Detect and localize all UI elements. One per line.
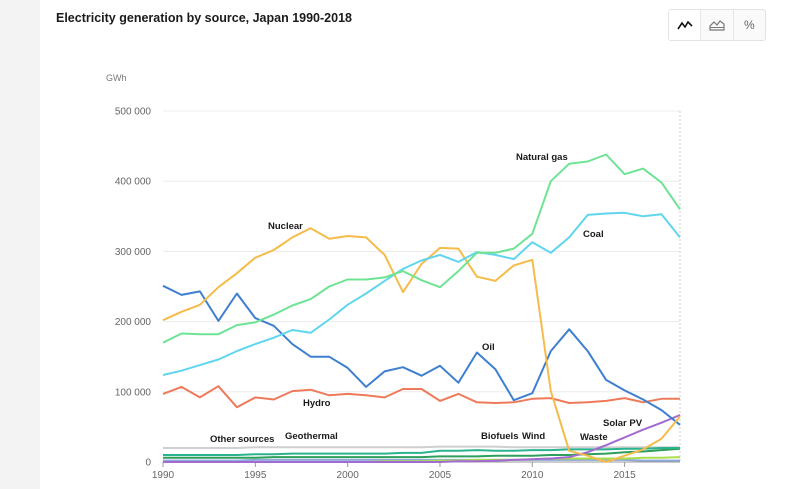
y-axis-ticks: 0 100 000 200 000 300 000 400 000 500 000 xyxy=(115,107,152,469)
series-line-biofuels xyxy=(163,447,681,459)
y-tick-label: 0 xyxy=(145,458,151,469)
percent-toggle[interactable]: % xyxy=(734,10,765,40)
series-line-nuclear xyxy=(162,227,681,463)
series-label-natural-gas: Natural gas xyxy=(516,152,568,163)
x-tick-label: 1990 xyxy=(152,470,175,481)
series-line-hydro xyxy=(162,385,680,409)
series-label-coal: Coal xyxy=(583,229,604,240)
area-chart-toggle[interactable] xyxy=(701,10,734,40)
line-chart-icon xyxy=(676,20,693,30)
series-line-natural-gas xyxy=(162,153,681,344)
percent-icon: % xyxy=(743,18,755,32)
y-tick-label: 300 000 xyxy=(115,247,152,258)
y-tick-label: 400 000 xyxy=(115,177,152,188)
series-label-oil: Oil xyxy=(482,342,495,353)
series-label-solar-pv: Solar PV xyxy=(603,418,643,429)
y-tick-label: 100 000 xyxy=(115,387,152,398)
series-line-oil xyxy=(162,284,681,426)
series-label-nuclear: Nuclear xyxy=(268,221,303,232)
y-tick-label: 500 000 xyxy=(115,107,152,118)
y-axis-unit: GWh xyxy=(106,73,127,83)
chart-title: Electricity generation by source, Japan … xyxy=(56,11,352,25)
x-tick-label: 1995 xyxy=(244,470,267,481)
x-axis-ticks: 1990 1995 2000 2005 2010 2015 xyxy=(152,462,636,481)
x-tick-label: 2010 xyxy=(521,470,544,481)
x-tick-label: 2005 xyxy=(429,470,452,481)
area-chart-icon xyxy=(709,20,725,31)
x-tick-label: 2015 xyxy=(613,470,636,481)
series-label-waste: Waste xyxy=(580,432,608,443)
view-toggle-group: % xyxy=(668,9,766,41)
y-tick-label: 200 000 xyxy=(115,317,152,328)
x-tick-label: 2000 xyxy=(337,470,360,481)
series-label-hydro: Hydro xyxy=(303,398,331,409)
series-label-wind: Wind xyxy=(522,431,545,442)
series-line-coal xyxy=(162,211,681,376)
gridlines xyxy=(163,110,681,463)
series-labels: Natural gas Coal Nuclear Oil Hydro Solar PV Wa… xyxy=(210,152,643,445)
series-line-geothermal xyxy=(163,458,680,462)
series-label-geothermal: Geothermal xyxy=(285,431,338,442)
series-line-other-sources xyxy=(163,445,680,449)
line-chart-toggle[interactable] xyxy=(669,10,702,40)
series-lines xyxy=(162,153,681,463)
series-line-solar-pv xyxy=(163,414,681,463)
series-label-other-sources: Other sources xyxy=(210,434,274,445)
series-label-biofuels: Biofuels xyxy=(481,431,518,442)
